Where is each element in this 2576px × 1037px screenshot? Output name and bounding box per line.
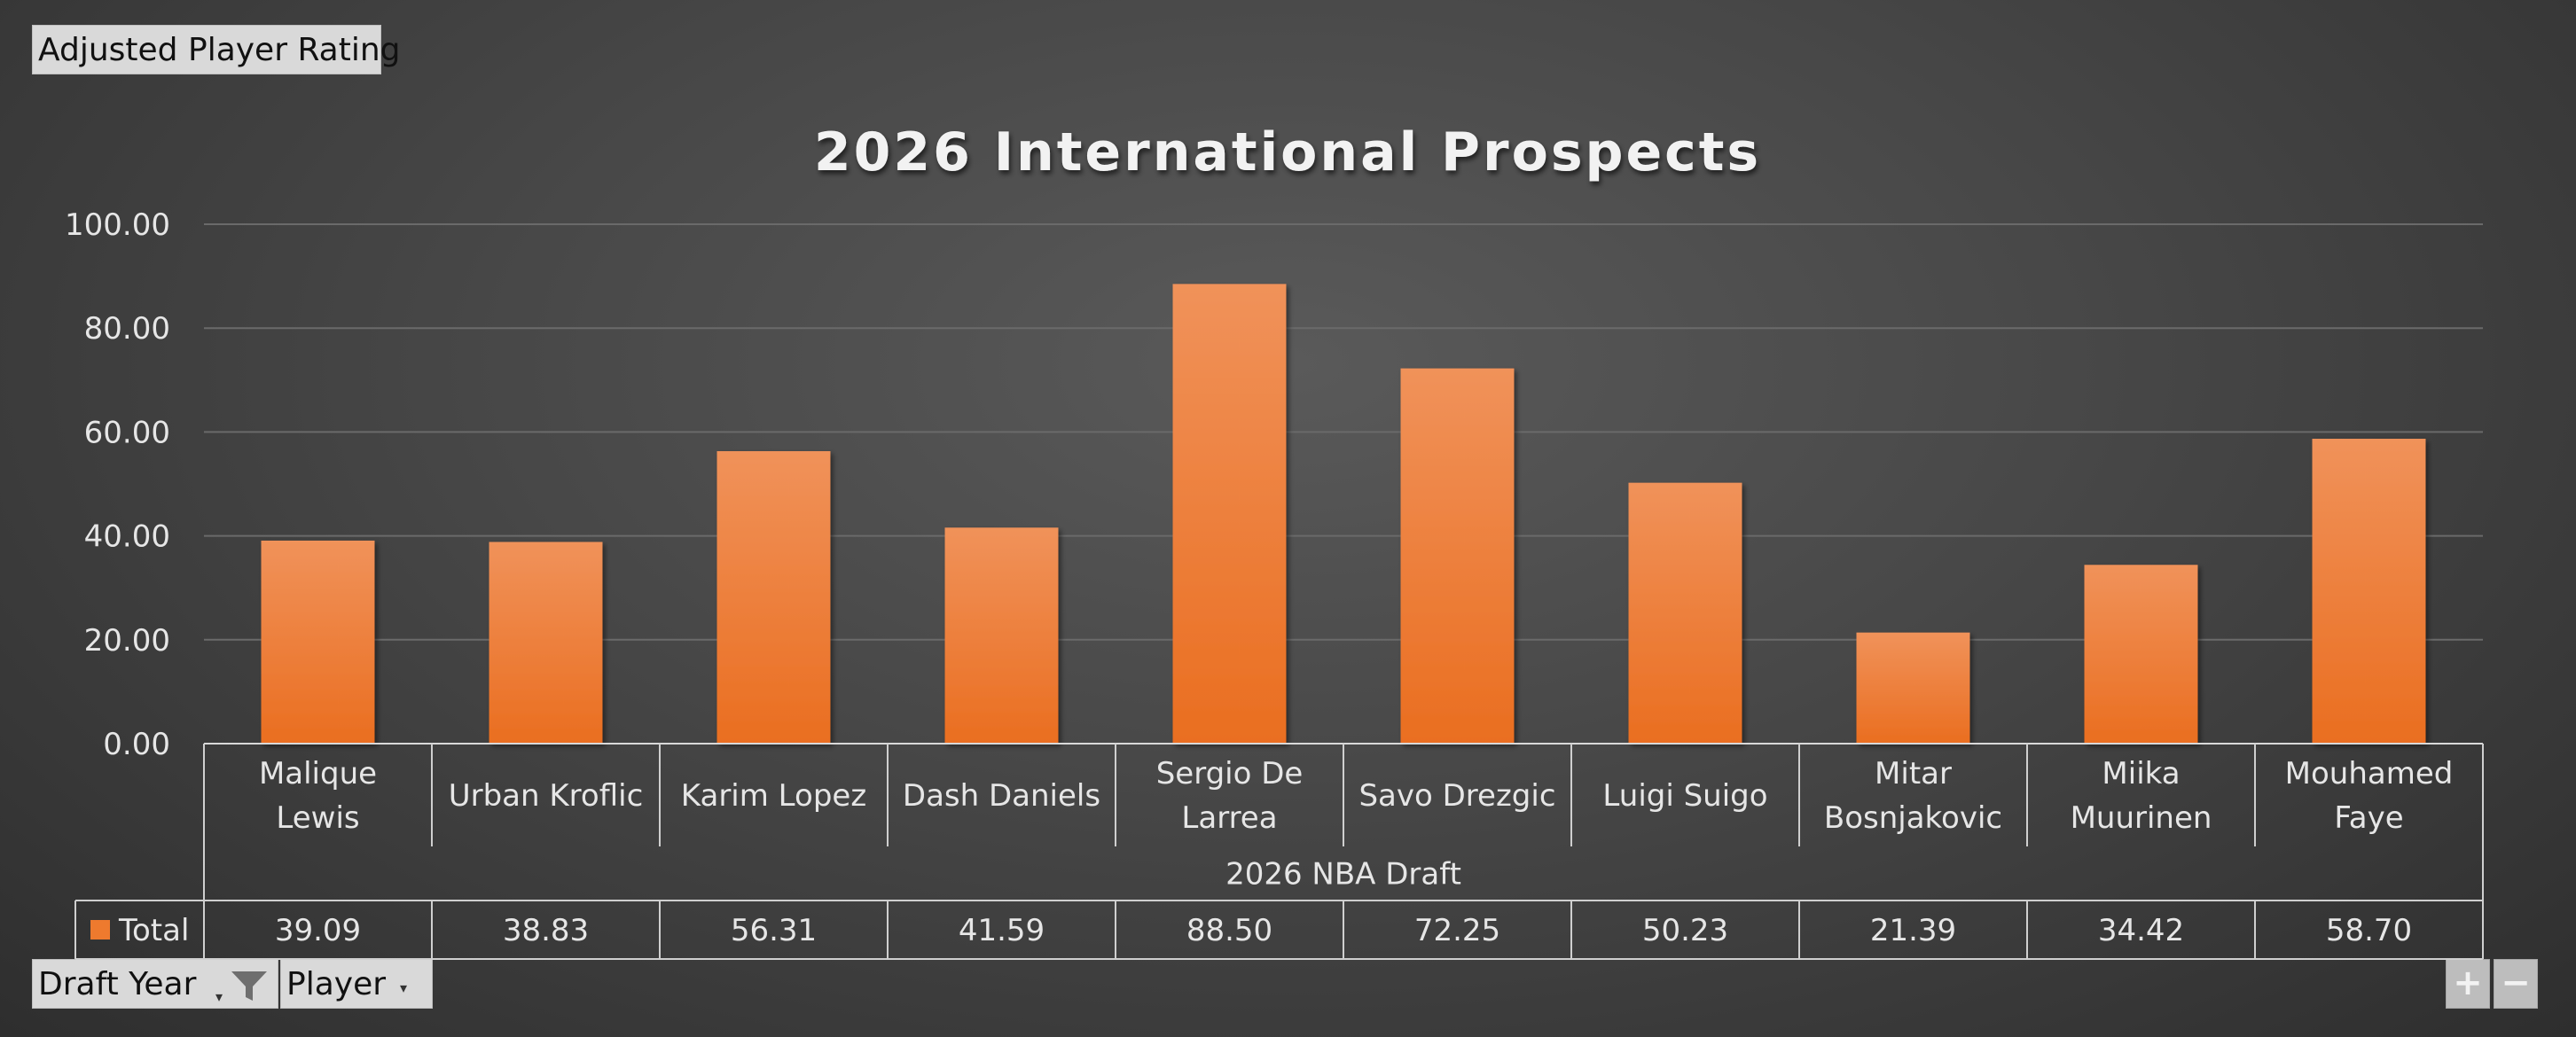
bar[interactable] [716,451,831,744]
bar[interactable] [1172,284,1287,744]
y-tick-label: 100.00 [65,207,170,243]
data-table-value: 39.09 [275,913,361,948]
x-category-label: Mitar [1875,756,1952,791]
dropdown-arrow-icon: ▾ [400,979,408,996]
data-table-value: 50.23 [1642,913,1728,948]
player-label: Player [286,966,387,1002]
bar[interactable] [2084,565,2198,744]
y-tick-label: 20.00 [84,623,170,659]
data-table-value: 41.59 [959,913,1045,948]
bar[interactable] [1628,482,1742,744]
measure-field-button[interactable]: Adjusted Player Rating [32,25,401,74]
x-category-label: Muurinen [2071,800,2212,836]
x-category-label: Savo Drezgic [1358,778,1555,814]
x-category-label: Bosnjakovic [1824,800,2002,836]
x-category-label: Luigi Suigo [1602,778,1767,814]
x-category-label: Dash Daniels [903,778,1100,814]
dropdown-arrow-icon: ▾ [215,988,223,1005]
legend-series-label: Total [118,913,189,948]
y-tick-label: 40.00 [84,519,170,555]
data-table-value: 21.39 [1870,913,1956,948]
x-category-label: Sergio De [1156,756,1304,791]
draft-year-field-button[interactable]: Draft Year ▾ [32,959,278,1009]
y-tick-label: 0.00 [103,727,170,762]
data-table-value: 56.31 [731,913,817,948]
bar[interactable] [2312,439,2426,744]
bar[interactable] [1400,368,1515,744]
x-category-label: Lewis [276,800,359,836]
player-field-button[interactable]: Player ▾ [280,959,433,1009]
x-category-label: Karim Lopez [681,778,866,814]
data-table-value: 38.83 [503,913,589,948]
data-table-value: 34.42 [2098,913,2184,948]
x-category-label: Miika [2102,756,2180,791]
bar[interactable] [261,540,375,744]
bar[interactable] [489,542,603,744]
data-table-value: 88.50 [1186,913,1272,948]
bar[interactable] [944,527,1059,744]
bar[interactable] [1856,632,1970,744]
filter-icon [231,971,267,1001]
data-table-value: 72.25 [1414,913,1500,948]
legend-swatch [90,920,110,940]
chart-title: 2026 International Prospects [814,121,1761,183]
collapse-field-button[interactable]: − [2494,959,2538,1009]
expand-field-button[interactable]: + [2446,959,2490,1009]
y-tick-label: 80.00 [84,311,170,347]
x-category-label: Mouhamed [2285,756,2454,791]
data-table-value: 58.70 [2326,913,2412,948]
x-group-label: 2026 NBA Draft [1225,857,1461,893]
x-category-label: Malique [259,756,377,791]
x-category-label: Urban Kroflic [449,778,644,814]
x-category-label: Faye [2334,800,2403,836]
y-tick-label: 60.00 [84,415,170,450]
x-category-label: Larrea [1181,800,1277,836]
draft-year-label: Draft Year [38,966,197,1002]
